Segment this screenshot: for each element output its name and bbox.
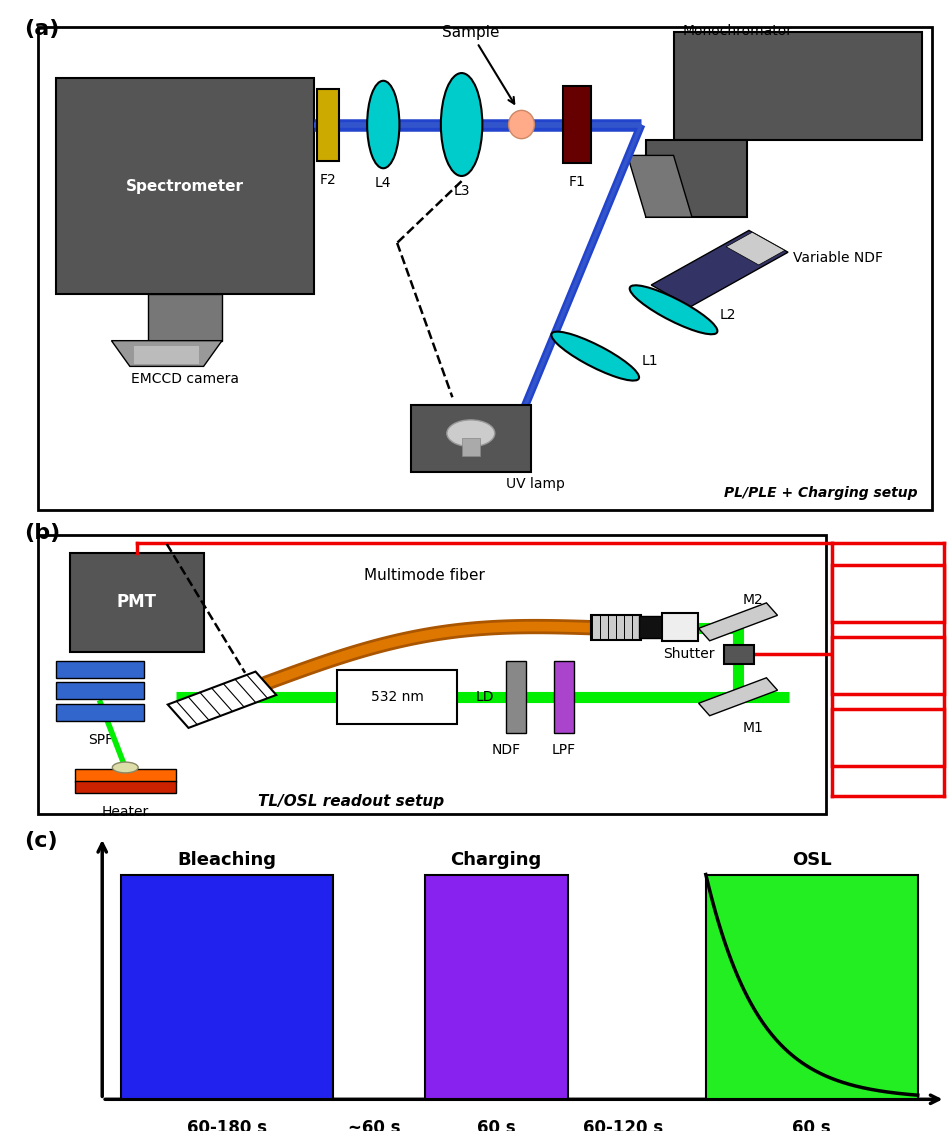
Ellipse shape bbox=[441, 74, 483, 176]
Text: PL/PLE + Charging setup: PL/PLE + Charging setup bbox=[724, 486, 918, 500]
Text: LD: LD bbox=[475, 690, 494, 703]
Text: (b): (b) bbox=[24, 523, 60, 543]
Text: quTAG: quTAG bbox=[861, 729, 916, 744]
Polygon shape bbox=[627, 155, 692, 217]
Text: L2: L2 bbox=[720, 308, 736, 322]
Text: EMCCD camera: EMCCD camera bbox=[131, 371, 239, 386]
Bar bbox=[411, 405, 531, 472]
Bar bbox=[724, 645, 753, 664]
Text: NDF: NDF bbox=[491, 743, 521, 757]
Text: 60-180 s: 60-180 s bbox=[186, 1120, 267, 1131]
Ellipse shape bbox=[630, 285, 717, 335]
Bar bbox=[74, 780, 176, 793]
Bar bbox=[639, 616, 665, 638]
Bar bbox=[832, 564, 944, 622]
Bar bbox=[832, 709, 944, 766]
Text: AWG: AWG bbox=[868, 586, 908, 601]
Text: Sample: Sample bbox=[442, 25, 514, 104]
Bar bbox=[56, 78, 314, 294]
Polygon shape bbox=[698, 677, 777, 716]
Text: L4: L4 bbox=[375, 176, 391, 190]
Bar bbox=[70, 553, 203, 651]
Bar bbox=[317, 88, 339, 161]
Bar bbox=[554, 661, 574, 733]
Bar bbox=[135, 346, 199, 364]
Text: F2: F2 bbox=[319, 173, 336, 188]
Text: Shutter: Shutter bbox=[663, 647, 715, 662]
Bar bbox=[674, 32, 922, 140]
Bar bbox=[706, 874, 918, 1099]
Bar bbox=[121, 874, 332, 1099]
Ellipse shape bbox=[446, 420, 495, 447]
Text: 60-120 s: 60-120 s bbox=[582, 1120, 663, 1131]
Text: Bleaching: Bleaching bbox=[177, 852, 276, 869]
Bar bbox=[832, 637, 944, 693]
Ellipse shape bbox=[551, 331, 639, 381]
Bar bbox=[591, 614, 641, 640]
Polygon shape bbox=[698, 603, 777, 641]
Bar bbox=[56, 661, 143, 677]
Polygon shape bbox=[651, 231, 788, 307]
Text: Multimode fiber: Multimode fiber bbox=[364, 568, 485, 582]
Text: Spectrometer: Spectrometer bbox=[126, 179, 244, 193]
Bar bbox=[74, 769, 176, 782]
Text: Monochromator: Monochromator bbox=[683, 24, 792, 38]
Bar bbox=[56, 682, 143, 699]
Text: F1: F1 bbox=[568, 175, 585, 189]
Text: (c): (c) bbox=[24, 831, 58, 852]
Bar bbox=[148, 294, 222, 340]
Text: M2: M2 bbox=[743, 593, 764, 607]
Bar bbox=[462, 439, 480, 457]
Bar bbox=[38, 535, 826, 813]
Text: Heater: Heater bbox=[102, 804, 149, 819]
Text: OSL: OSL bbox=[792, 852, 831, 869]
Polygon shape bbox=[168, 672, 276, 728]
Text: Charging: Charging bbox=[450, 852, 541, 869]
Bar bbox=[56, 703, 143, 720]
Text: LPF: LPF bbox=[552, 743, 576, 757]
Text: Variable NDF: Variable NDF bbox=[793, 251, 884, 266]
Bar bbox=[337, 670, 457, 724]
Text: L1: L1 bbox=[641, 354, 658, 369]
Bar bbox=[662, 613, 697, 641]
Text: 60 s: 60 s bbox=[792, 1120, 831, 1131]
Bar bbox=[425, 874, 567, 1099]
Polygon shape bbox=[726, 232, 785, 265]
Ellipse shape bbox=[508, 111, 535, 139]
Text: PMT: PMT bbox=[117, 594, 157, 612]
Text: 532 nm: 532 nm bbox=[370, 690, 424, 703]
Ellipse shape bbox=[112, 762, 138, 772]
Text: L3: L3 bbox=[453, 183, 470, 198]
Polygon shape bbox=[646, 140, 748, 217]
Text: M1: M1 bbox=[743, 720, 764, 735]
Text: UV lamp: UV lamp bbox=[506, 477, 564, 491]
Polygon shape bbox=[111, 340, 222, 366]
Bar bbox=[563, 86, 591, 163]
Text: 60 s: 60 s bbox=[477, 1120, 516, 1131]
Ellipse shape bbox=[367, 80, 399, 169]
Bar bbox=[505, 661, 526, 733]
Text: SPF: SPF bbox=[87, 733, 113, 746]
Text: ~60 s: ~60 s bbox=[348, 1120, 400, 1131]
Text: Amp: Amp bbox=[869, 658, 907, 673]
Text: TL/OSL readout setup: TL/OSL readout setup bbox=[258, 794, 444, 809]
Text: (a): (a) bbox=[24, 19, 59, 40]
